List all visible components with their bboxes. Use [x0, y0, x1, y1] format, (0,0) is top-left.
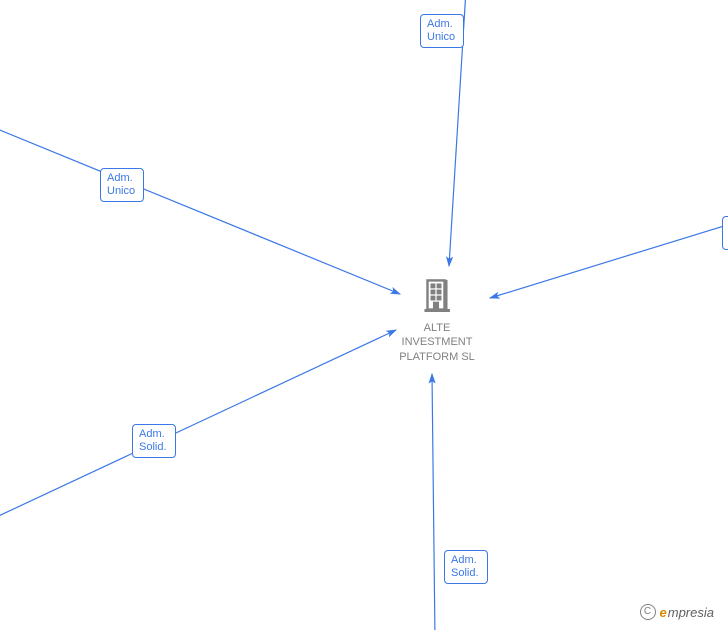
edge-e-lowleft [0, 330, 396, 520]
center-node-label: ALTE INVESTMENT PLATFORM SL [399, 321, 475, 364]
copyright-icon: C [640, 604, 656, 620]
edge-e-left [0, 126, 400, 294]
diagram-canvas: Adm. Unico Adm. Unico Adm. Solid. Adm. Soli… [0, 0, 728, 630]
edge-label-lbl-lowleft: Adm. Solid. [132, 424, 176, 458]
edge-label-lbl-left: Adm. Unico [100, 168, 144, 202]
edge-label-lbl-top: Adm. Unico [420, 14, 464, 48]
edge-e-bottom [432, 374, 435, 630]
offscreen-node-right [722, 216, 728, 250]
edge-e-right [490, 221, 728, 298]
edges-layer [0, 0, 728, 630]
center-node: ALTE INVESTMENT PLATFORM SL [399, 278, 475, 364]
building-icon [422, 278, 452, 317]
edge-label-lbl-bottom: Adm. Solid. [444, 550, 488, 584]
watermark-brand: empresia [660, 605, 714, 620]
watermark: C empresia [640, 604, 714, 620]
